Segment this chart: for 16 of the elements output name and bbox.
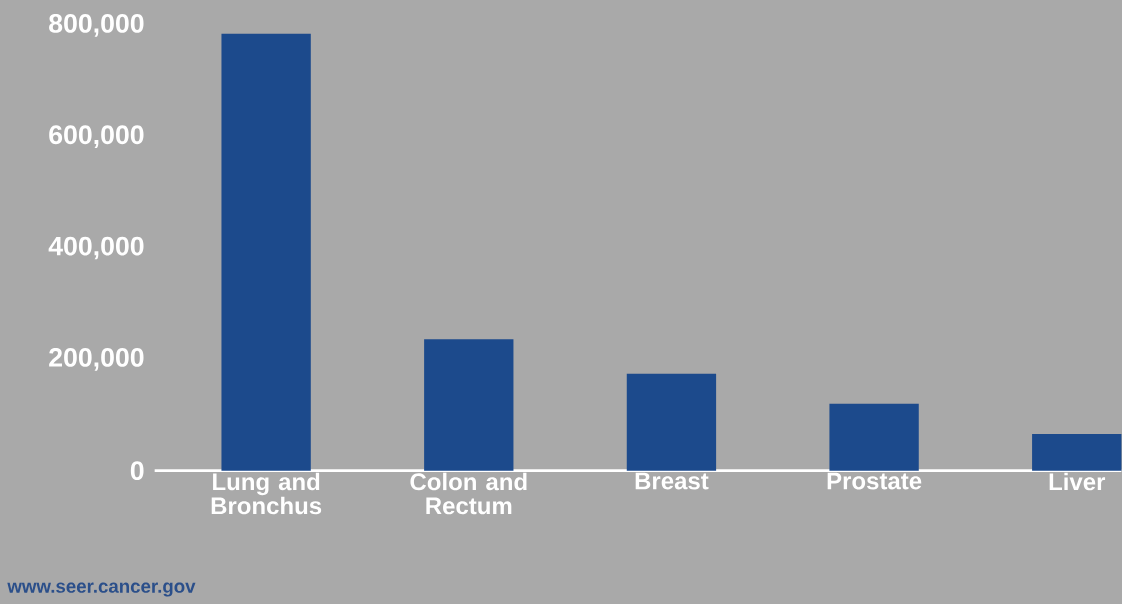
bar — [1032, 433, 1122, 471]
x-tick-label: Prostate — [827, 472, 922, 490]
x-tick-label: Lung and Bronchus — [211, 472, 322, 515]
y-tick-label: 0 — [130, 461, 144, 481]
y-tick-label: 800,000 — [49, 13, 144, 37]
y-tick-label: 200,000 — [49, 347, 144, 371]
text: www.seer.cancer.gov — [7, 582, 196, 597]
bar — [829, 403, 919, 471]
bar — [626, 373, 717, 471]
bar — [424, 339, 514, 471]
x-tick-label: Liver — [1049, 472, 1106, 491]
bar — [221, 33, 311, 471]
y-tick-label: 600,000 — [49, 125, 144, 149]
x-tick-label: Breast — [635, 472, 709, 490]
x-tick-label: Colon and Rectum — [410, 472, 527, 515]
y-tick-label: 400,000 — [48, 236, 144, 260]
